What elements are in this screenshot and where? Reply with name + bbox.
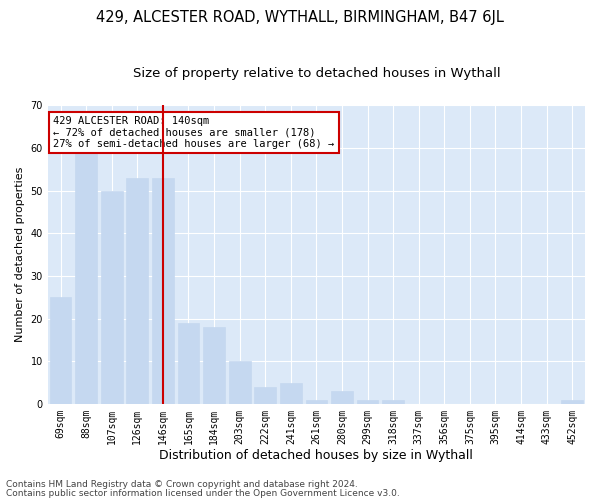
Text: Contains HM Land Registry data © Crown copyright and database right 2024.: Contains HM Land Registry data © Crown c… [6, 480, 358, 489]
Bar [356, 400, 379, 404]
Bar [229, 361, 251, 404]
Bar [152, 178, 174, 404]
Bar [203, 327, 225, 404]
Bar [280, 382, 302, 404]
Y-axis label: Number of detached properties: Number of detached properties [15, 167, 25, 342]
Bar [75, 152, 97, 404]
Bar [305, 400, 327, 404]
Text: 429, ALCESTER ROAD, WYTHALL, BIRMINGHAM, B47 6JL: 429, ALCESTER ROAD, WYTHALL, BIRMINGHAM,… [96, 10, 504, 25]
Bar [382, 400, 404, 404]
X-axis label: Distribution of detached houses by size in Wythall: Distribution of detached houses by size … [160, 450, 473, 462]
Bar [127, 178, 148, 404]
Bar [331, 391, 353, 404]
Bar [178, 323, 199, 404]
Bar [562, 400, 583, 404]
Text: 429 ALCESTER ROAD: 140sqm
← 72% of detached houses are smaller (178)
27% of semi: 429 ALCESTER ROAD: 140sqm ← 72% of detac… [53, 116, 334, 149]
Title: Size of property relative to detached houses in Wythall: Size of property relative to detached ho… [133, 68, 500, 80]
Bar [50, 297, 71, 404]
Bar [101, 190, 122, 404]
Bar [254, 387, 276, 404]
Text: Contains public sector information licensed under the Open Government Licence v3: Contains public sector information licen… [6, 488, 400, 498]
